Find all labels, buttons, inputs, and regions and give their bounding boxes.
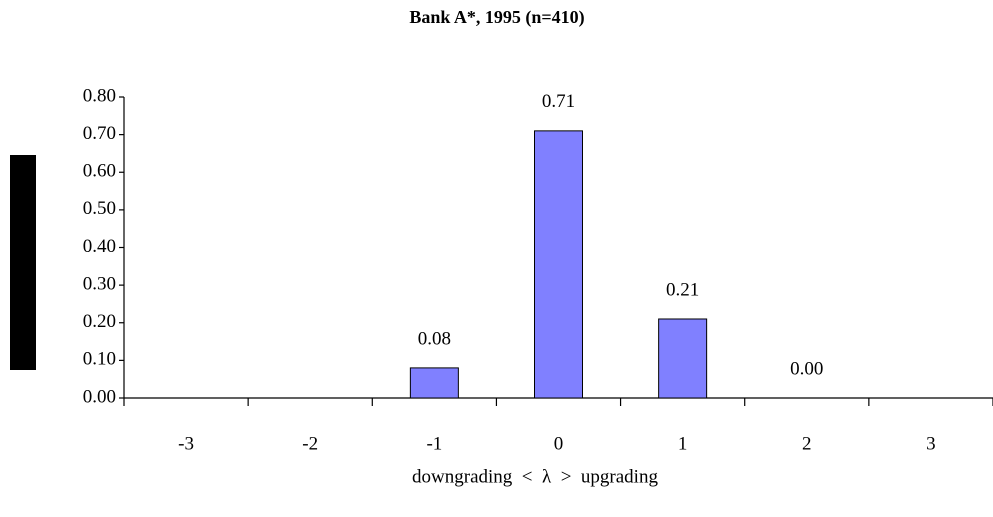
x-tick-label: -2 bbox=[302, 433, 318, 454]
x-tick-label: 2 bbox=[802, 433, 812, 454]
y-tick-label: 0.00 bbox=[83, 386, 116, 407]
chart-title: Bank A*, 1995 (n=410) bbox=[409, 7, 584, 28]
y-tick-label: 0.50 bbox=[83, 198, 116, 219]
y-tick-label: 0.80 bbox=[83, 85, 116, 106]
redacted-axis-label bbox=[10, 155, 36, 370]
y-tick-label: 0.10 bbox=[83, 349, 116, 370]
y-tick-label: 0.30 bbox=[83, 273, 116, 294]
bar bbox=[409, 367, 459, 399]
y-tick-label: 0.40 bbox=[83, 236, 116, 257]
x-tick-label: 3 bbox=[926, 433, 936, 454]
y-tick-label: 0.20 bbox=[83, 311, 116, 332]
bar bbox=[658, 318, 708, 399]
x-tick-label: 1 bbox=[678, 433, 688, 454]
value-label: 0.08 bbox=[418, 328, 451, 349]
y-tick-label: 0.70 bbox=[83, 123, 116, 144]
x-axis-label: downgrading < λ > upgrading bbox=[412, 466, 658, 487]
value-label: 0.00 bbox=[790, 358, 823, 379]
x-tick-label: -3 bbox=[178, 433, 194, 454]
x-tick-label: -1 bbox=[426, 433, 442, 454]
x-tick-label: 0 bbox=[554, 433, 564, 454]
value-label: 0.71 bbox=[542, 91, 575, 112]
value-label: 0.21 bbox=[666, 279, 699, 300]
bar bbox=[534, 130, 583, 399]
y-tick-label: 0.60 bbox=[83, 161, 116, 182]
